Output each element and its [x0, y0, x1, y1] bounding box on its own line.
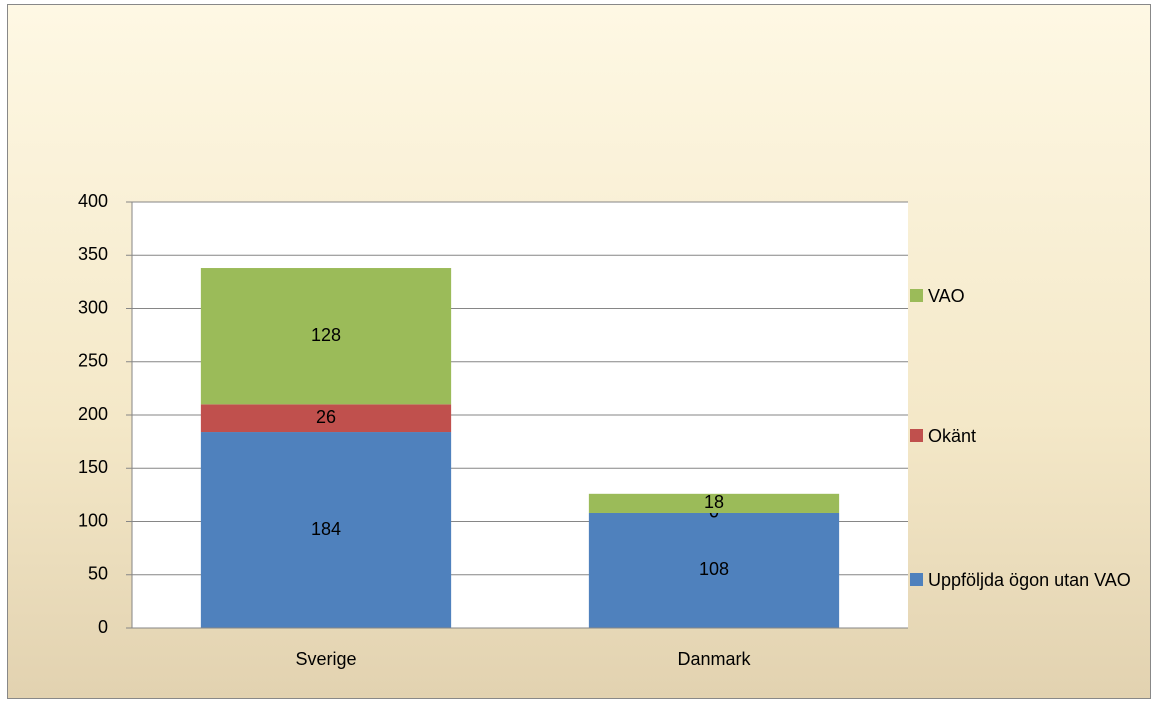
y-tick-label: 0: [98, 617, 108, 637]
legend-label: Okänt: [928, 426, 977, 446]
y-tick-label: 150: [78, 457, 108, 477]
legend-item: Okänt: [928, 426, 977, 446]
legend-item: VAO: [928, 286, 965, 306]
data-label: 18: [704, 492, 724, 512]
data-label: 184: [311, 519, 341, 539]
legend-label: Uppföljda ögon utan VAO: [928, 570, 1131, 590]
bar-segment: [200, 432, 452, 628]
data-label: 26: [316, 407, 336, 427]
y-tick-label: 50: [88, 564, 108, 584]
y-tick-label: 200: [78, 404, 108, 424]
y-tick-label: 100: [78, 510, 108, 530]
bar-segment: [588, 493, 840, 513]
bar-segment: [200, 404, 452, 433]
legend-label: VAO: [928, 286, 965, 306]
y-tick-label: 250: [78, 351, 108, 371]
x-tick-label: Danmark: [677, 649, 751, 669]
y-tick-label: 300: [78, 297, 108, 317]
data-label: 108: [699, 559, 729, 579]
y-tick-label: 350: [78, 244, 108, 264]
bar-segment: [200, 268, 452, 405]
legend-swatch: [910, 573, 923, 586]
legend-swatch: [910, 289, 923, 302]
legend-item: Uppföljda ögon utan VAO: [928, 570, 1131, 590]
legend-swatch: [910, 429, 923, 442]
bar-segment: [588, 512, 840, 628]
x-tick-label: Sverige: [295, 649, 356, 669]
data-label: 128: [311, 325, 341, 345]
y-tick-label: 400: [78, 191, 108, 211]
